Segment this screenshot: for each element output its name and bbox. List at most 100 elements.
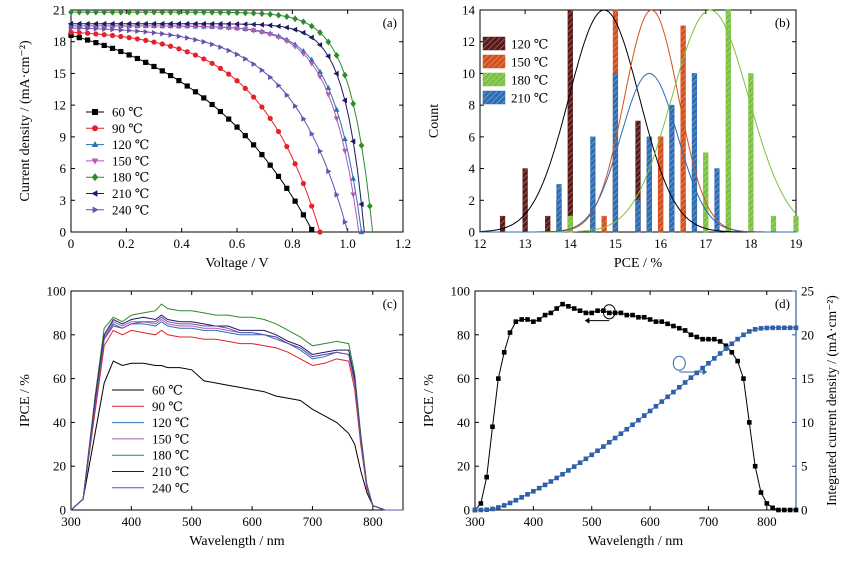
series-line (70, 34, 314, 233)
legend-label: 60 ℃ (112, 105, 143, 120)
data-point (225, 9, 232, 16)
data-point (268, 74, 274, 81)
data-point (292, 198, 298, 204)
data-point (200, 8, 207, 16)
bar (635, 200, 641, 233)
ipce-point (525, 317, 530, 322)
data-point (68, 8, 74, 16)
legend-swatch (482, 54, 506, 69)
data-point (101, 8, 108, 16)
data-point (291, 26, 298, 33)
jsc-point (472, 507, 478, 513)
ipce-point (595, 308, 600, 314)
x-tick-label: 0.8 (284, 236, 300, 251)
x-axis-label: Wavelength / nm (588, 534, 683, 549)
x-tick-label: 13 (519, 236, 532, 251)
data-point (342, 135, 348, 142)
legend-label: 180 ℃ (511, 73, 548, 88)
data-point (309, 203, 315, 209)
data-point (242, 21, 248, 28)
ipce-point (676, 325, 682, 331)
ipce-point (711, 336, 717, 342)
jsc-point (641, 413, 647, 418)
jsc-point (758, 326, 764, 331)
data-point (358, 201, 364, 208)
x-tick-label: 0.6 (229, 236, 246, 251)
data-point (151, 39, 157, 45)
bar (691, 73, 698, 233)
ipce-point (496, 376, 501, 381)
ipce-point (624, 312, 630, 318)
data-point (300, 51, 307, 57)
bar (657, 136, 664, 233)
y-tick-label: 0 (60, 225, 67, 240)
ipce-point (700, 336, 705, 342)
data-point (226, 116, 232, 122)
y-tick-label: 14 (462, 3, 476, 18)
data-point (333, 116, 340, 122)
jsc-series-marker-ellipse (672, 355, 686, 371)
jsc-point (484, 507, 489, 513)
y2-tick-label: 20 (801, 327, 814, 342)
y-tick-label: 60 (457, 371, 470, 386)
data-point (309, 226, 315, 233)
jsc-point (676, 384, 682, 390)
x-tick-label: 500 (182, 514, 202, 529)
jsc-line (475, 327, 796, 511)
x-tick-label: 15 (609, 236, 622, 251)
jsc-point (536, 485, 542, 491)
jsc-point (612, 435, 618, 441)
y-tick-label: 15 (53, 66, 66, 81)
data-point (201, 38, 207, 45)
data-point (151, 63, 157, 70)
bar (714, 168, 720, 233)
data-point (325, 92, 332, 98)
ipce-point (787, 507, 793, 513)
data-point (300, 29, 306, 36)
panel-label: (c) (383, 296, 397, 311)
ipce-point (566, 304, 571, 309)
y2-tick-label: 0 (801, 503, 808, 518)
ipce-point (659, 319, 665, 324)
bar (793, 215, 799, 233)
data-point (193, 36, 199, 43)
ipce-point (636, 314, 641, 320)
y-tick-label: 12 (53, 98, 66, 113)
y-tick-label: 6 (60, 161, 67, 176)
data-point (267, 22, 273, 29)
data-point (176, 78, 182, 84)
data-point (84, 8, 91, 16)
data-point (208, 20, 215, 27)
data-point (242, 9, 249, 17)
ipce-series-marker-ellipse (602, 304, 616, 320)
bar (590, 136, 596, 233)
series-60C (68, 32, 315, 233)
x-tick-label: 600 (242, 514, 262, 529)
data-point (259, 104, 265, 110)
legend-label: 150 ℃ (511, 55, 548, 70)
legend-marker (91, 173, 99, 182)
x-tick-label: 700 (699, 514, 719, 529)
data-point (267, 115, 273, 122)
data-point (283, 13, 290, 21)
data-point (316, 42, 323, 48)
ipce-point (758, 490, 764, 495)
data-point (342, 219, 349, 225)
data-point (67, 20, 74, 27)
series-line-120C (70, 321, 403, 511)
data-point (226, 71, 232, 77)
data-point (184, 8, 191, 16)
data-point (160, 30, 166, 37)
data-point (101, 32, 107, 38)
data-point (234, 51, 241, 58)
data-point (209, 8, 215, 16)
bar (499, 215, 506, 233)
bar (567, 9, 573, 233)
left-axis-arrowhead (584, 317, 590, 324)
jsc-point (782, 325, 787, 331)
series-line-60C (70, 360, 403, 511)
data-point (200, 20, 206, 27)
x-tick-label: 0.4 (174, 236, 191, 251)
x-tick-label: 400 (524, 514, 544, 529)
